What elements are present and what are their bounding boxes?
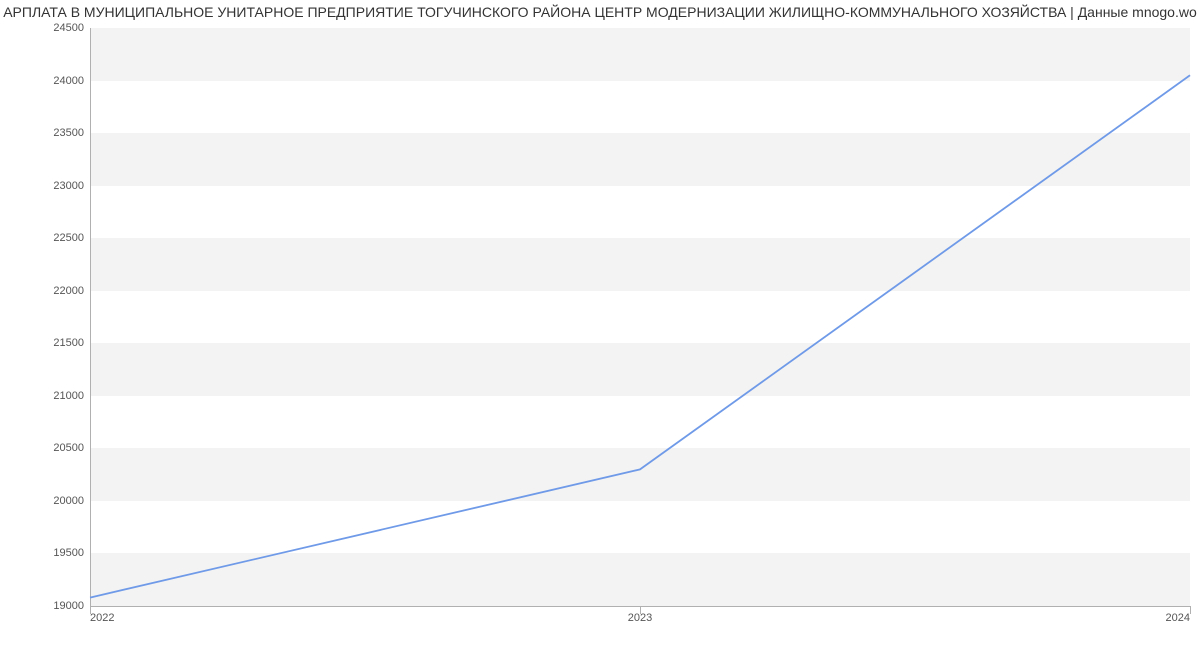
y-tick-label: 19000 xyxy=(53,600,84,612)
plot-area: 1900019500200002050021000215002200022500… xyxy=(90,28,1190,606)
y-tick-label: 19500 xyxy=(53,547,84,559)
salary-chart: АРПЛАТА В МУНИЦИПАЛЬНОЕ УНИТАРНОЕ ПРЕДПР… xyxy=(0,0,1200,650)
y-tick-label: 24500 xyxy=(53,22,84,34)
line-series xyxy=(90,28,1190,606)
y-tick-label: 23500 xyxy=(53,127,84,139)
y-tick-label: 23000 xyxy=(53,180,84,192)
y-tick-label: 24000 xyxy=(53,75,84,87)
series-salary xyxy=(90,75,1190,597)
y-tick-label: 21500 xyxy=(53,337,84,349)
x-tick-label: 2023 xyxy=(628,612,652,624)
y-tick-label: 22500 xyxy=(53,232,84,244)
x-tick-label: 2024 xyxy=(1166,612,1190,624)
y-tick-label: 20000 xyxy=(53,495,84,507)
y-tick-label: 20500 xyxy=(53,442,84,454)
y-tick-label: 21000 xyxy=(53,390,84,402)
x-tick-mark xyxy=(1190,606,1191,614)
y-tick-label: 22000 xyxy=(53,285,84,297)
x-tick-label: 2022 xyxy=(90,612,114,624)
chart-title: АРПЛАТА В МУНИЦИПАЛЬНОЕ УНИТАРНОЕ ПРЕДПР… xyxy=(0,4,1200,20)
